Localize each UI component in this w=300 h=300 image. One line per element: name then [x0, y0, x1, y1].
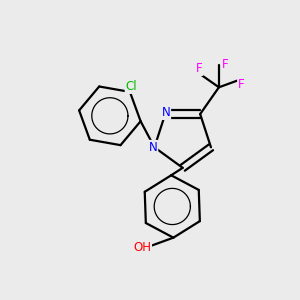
Text: N: N	[148, 141, 157, 154]
Text: Cl: Cl	[126, 80, 137, 93]
Text: OH: OH	[133, 241, 151, 254]
Text: F: F	[196, 62, 202, 75]
Text: F: F	[222, 58, 229, 71]
Text: N: N	[161, 106, 170, 119]
Text: F: F	[238, 78, 245, 91]
